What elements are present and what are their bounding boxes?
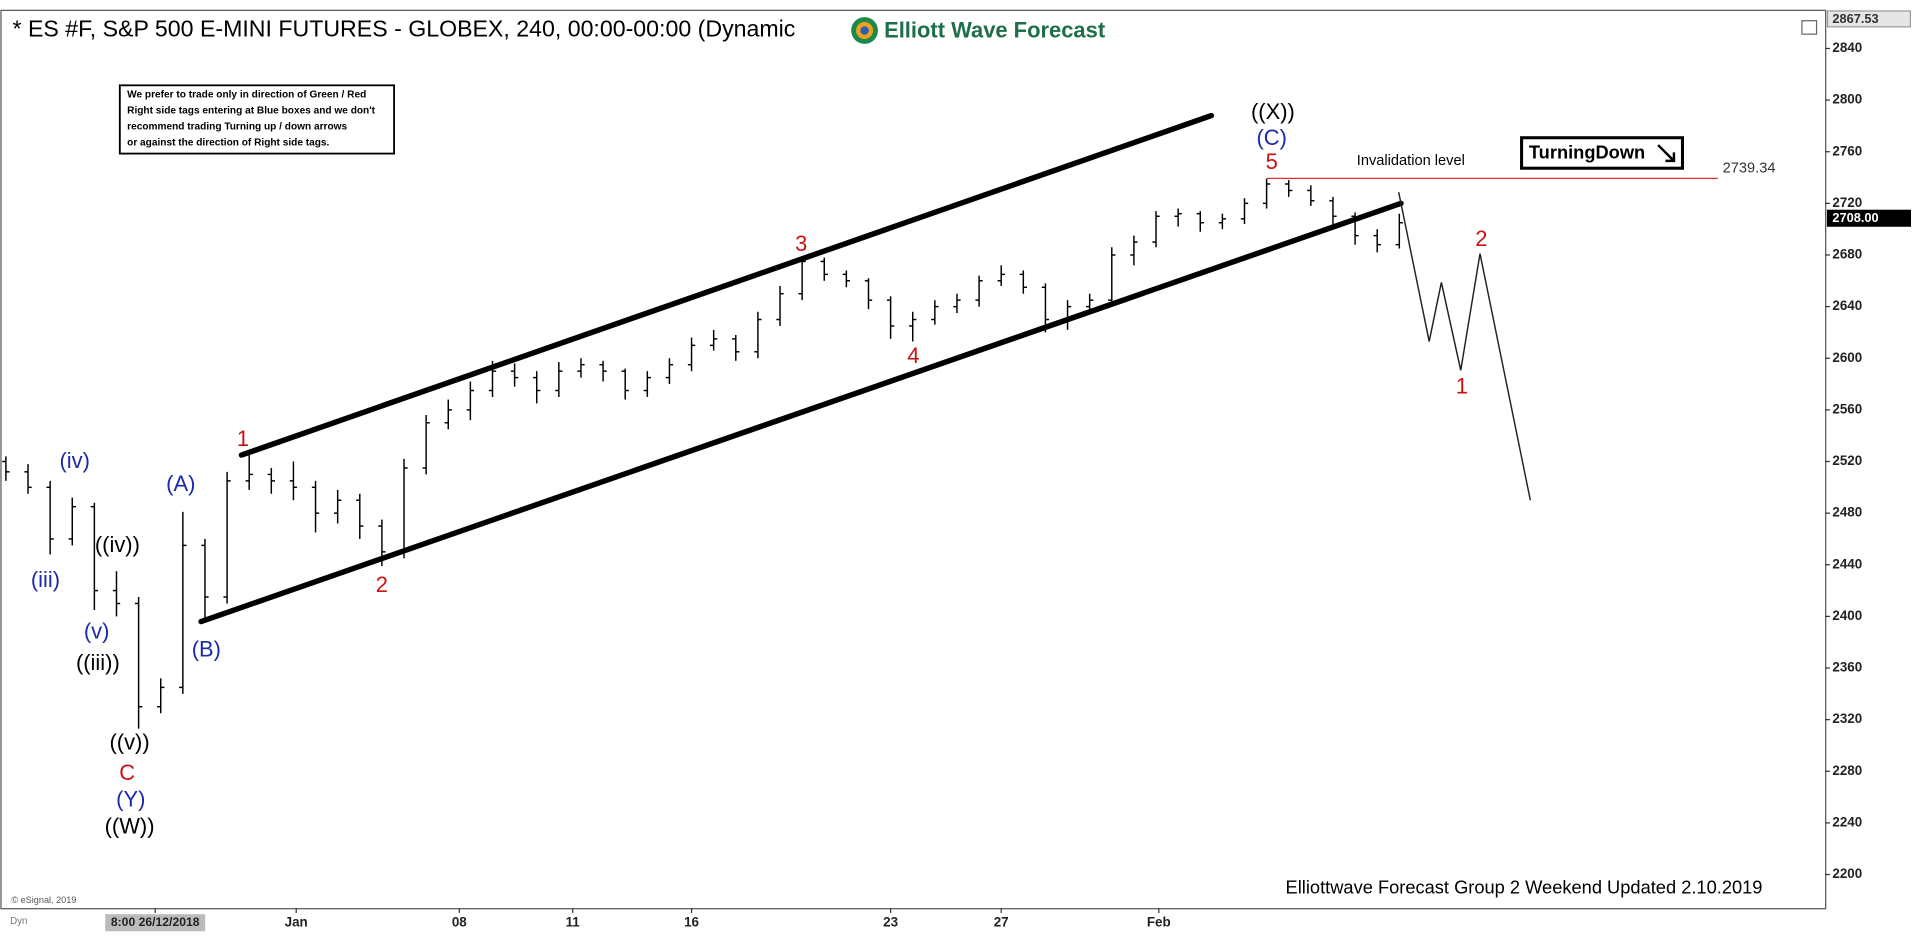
price-marker: [1826, 10, 1912, 28]
y-tick-label: 2680: [1832, 247, 1862, 262]
y-tick-label: 2360: [1832, 660, 1862, 675]
x-tick-label: 27: [994, 914, 1009, 929]
wave-label: ((iv)): [95, 532, 140, 557]
y-tick-label: 2720: [1832, 195, 1862, 210]
wave-label: (B): [192, 637, 221, 662]
y-tick-label: 2800: [1832, 92, 1862, 107]
y-tick-label: 2480: [1832, 505, 1862, 520]
signal-box: [1520, 136, 1684, 170]
y-tick-label: 2400: [1832, 608, 1862, 623]
x-tick-label: 23: [883, 914, 898, 929]
wave-label: (iii): [31, 567, 60, 592]
invalidation-value: 2739.34: [1723, 161, 1776, 177]
y-tick-label: 2840: [1832, 40, 1862, 55]
price-marker-label: 2708.00: [1832, 210, 1878, 225]
y-tick-label: 2640: [1832, 298, 1862, 313]
projection-line: [1397, 192, 1532, 501]
mode: Dyn: [10, 916, 27, 927]
wave-label: ((X)): [1251, 99, 1295, 124]
price-marker: [1826, 209, 1912, 227]
y-tick-label: 2520: [1832, 453, 1862, 468]
wave-label: (C): [1256, 125, 1286, 150]
wave-label: 3: [795, 231, 807, 256]
note: We prefer to trade only in direction of …: [127, 90, 376, 149]
plot-frame: [0, 9, 1827, 910]
note-line: We prefer to trade only in direction of …: [127, 90, 366, 101]
signal-text: TurningDown: [1529, 141, 1645, 162]
wave-label: (Y): [116, 787, 145, 812]
wave-label: 1: [1456, 373, 1468, 398]
window-icon: [1801, 20, 1818, 35]
logo-icon: [851, 17, 878, 44]
wave-label: ((iii)): [76, 650, 120, 675]
wave-label: (A): [166, 471, 195, 496]
channel-line: [238, 112, 1215, 458]
wave-label: 2: [376, 572, 388, 597]
price-marker-label: 2867.53: [1832, 11, 1878, 26]
plot: Invalidation level 2739.34 (iv) (iii) ((iv))…: [2, 99, 1776, 838]
y-tick-label: 2200: [1832, 866, 1862, 881]
x-tick-label: 08: [452, 914, 467, 929]
signal-arrow: [1657, 144, 1676, 163]
y-tick-label: 2280: [1832, 763, 1862, 778]
copyright: © eSignal, 2019: [11, 895, 76, 905]
wave-label: 1: [237, 426, 249, 451]
y-tick-label: 2440: [1832, 556, 1862, 571]
x-tick-label: 8:00 26/12/2018: [111, 915, 200, 929]
y-tick-label: 2320: [1832, 711, 1862, 726]
y-tick-label: 2600: [1832, 350, 1862, 365]
x-tick-label: 16: [684, 914, 699, 929]
cursor-label-box: [105, 914, 206, 932]
x-tick-label: Jan: [285, 914, 308, 929]
wave-label: 2: [1475, 226, 1487, 251]
wave-label: C: [119, 760, 135, 785]
wave-label: (v): [84, 618, 110, 643]
y-tick-label: 2760: [1832, 143, 1862, 158]
logo-text: Elliott Wave Forecast: [884, 17, 1106, 42]
wave-label: ((v)): [109, 729, 149, 754]
note-line: recommend trading Turning up / down arro…: [127, 121, 347, 132]
footer: Elliottwave Forecast Group 2 Weekend Upd…: [1286, 876, 1763, 897]
note-box: [118, 84, 395, 155]
invalidation-label: Invalidation level: [1357, 153, 1465, 169]
chart-title: * ES #F, S&P 500 E-MINI FUTURES - GLOBEX…: [13, 16, 796, 42]
wave-label: ((W)): [105, 813, 155, 838]
wave-label: (iv): [59, 448, 89, 473]
wave-label: 4: [907, 343, 919, 368]
y-tick-label: 2560: [1832, 401, 1862, 416]
y-tick-label: 2240: [1832, 814, 1862, 829]
note-line: or against the direction of Right side t…: [127, 137, 329, 148]
x-tick-label: 11: [566, 914, 581, 929]
wave-label: 5: [1266, 149, 1278, 174]
note-line: Right side tags entering at Blue boxes a…: [127, 106, 376, 117]
x-tick-label: Feb: [1147, 914, 1171, 929]
